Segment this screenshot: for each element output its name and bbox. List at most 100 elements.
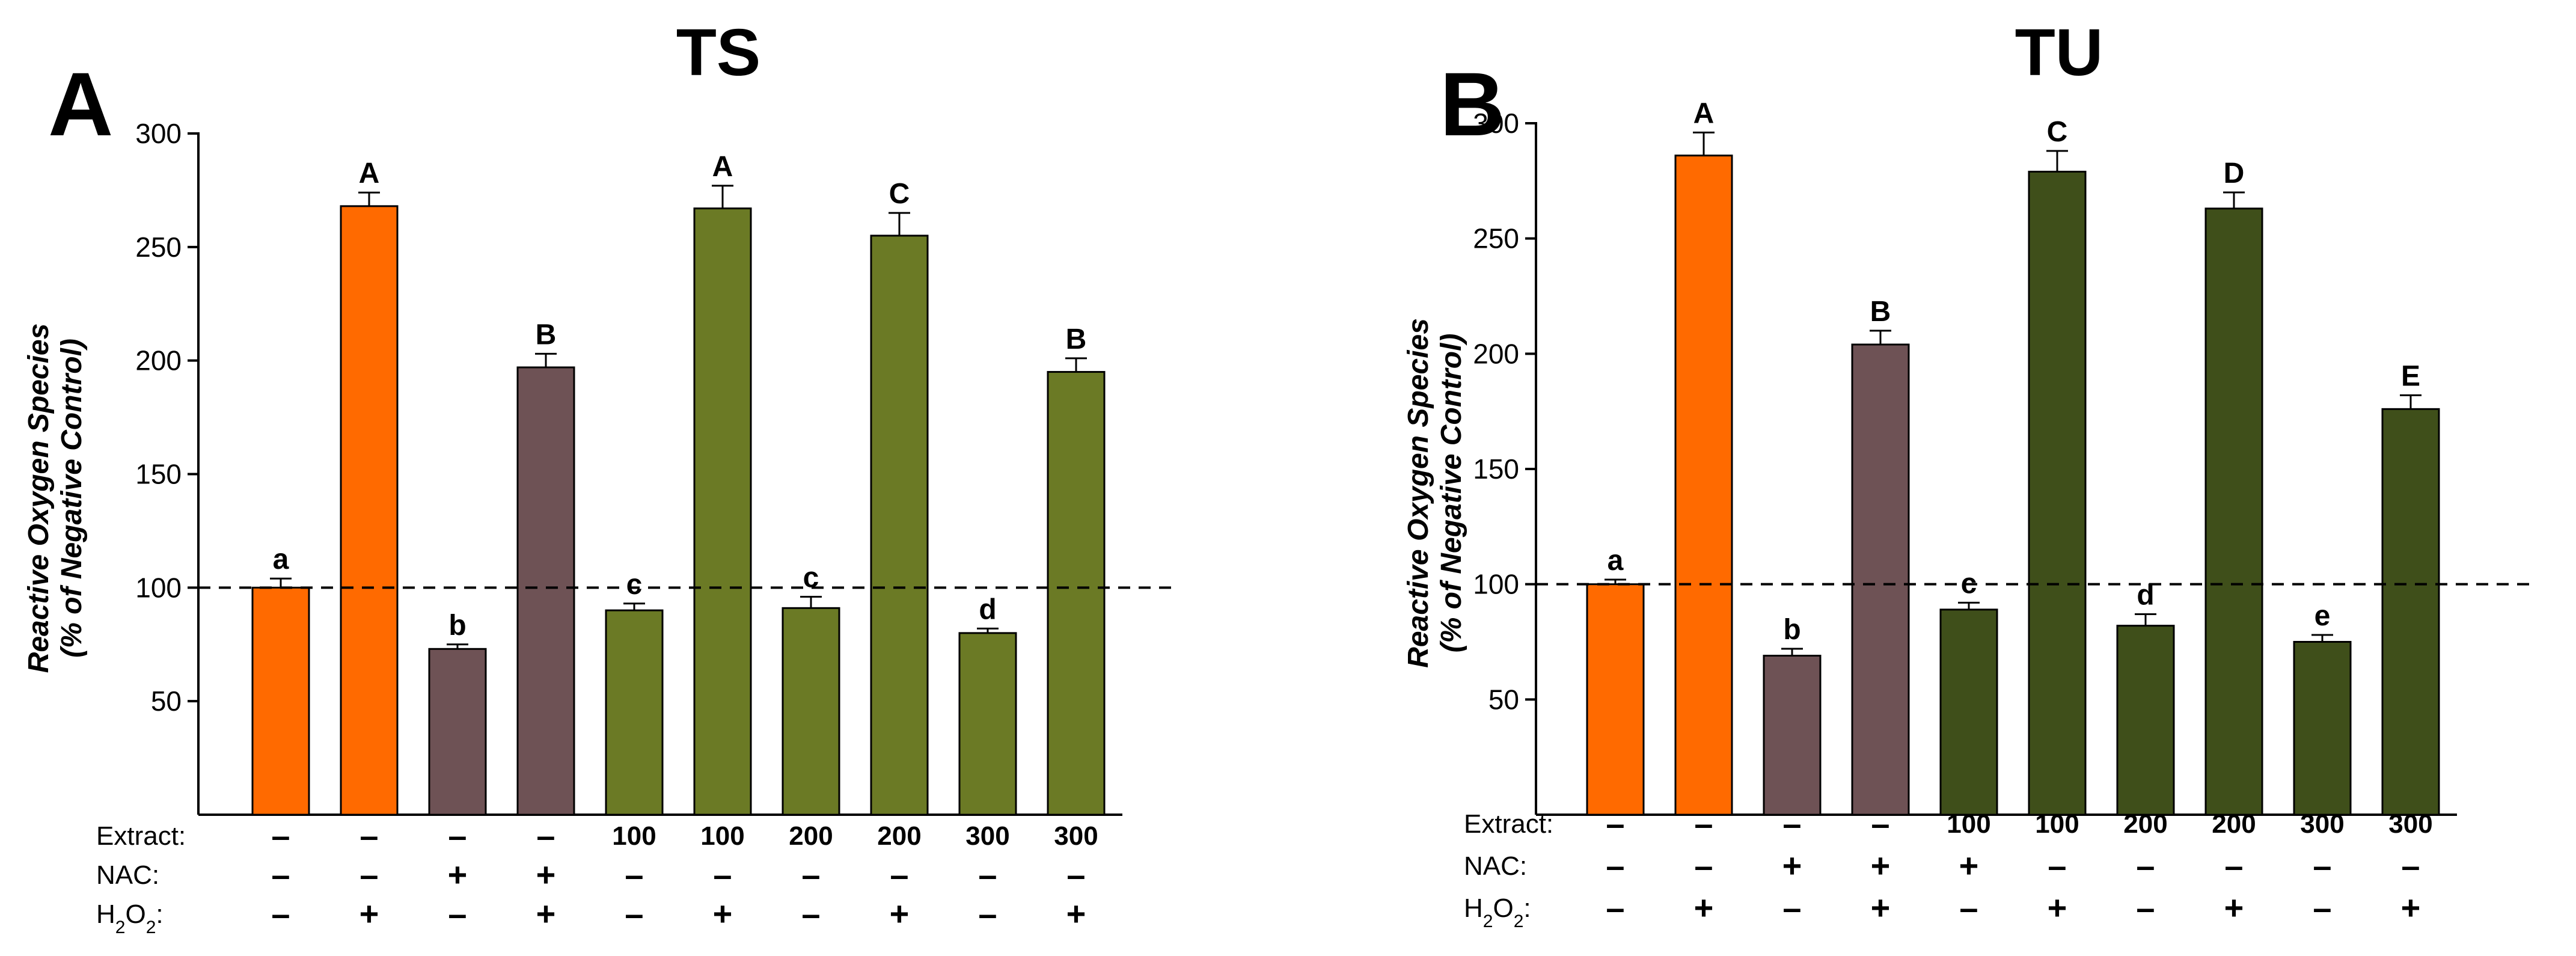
- bar: [693, 207, 752, 816]
- condition-cell: –: [713, 856, 732, 893]
- condition-cell: –: [801, 895, 820, 933]
- y-axis-label-line2: (% of Negative Control): [56, 339, 88, 658]
- condition-cell: –: [1694, 804, 1713, 842]
- y-tick-label: 50: [1488, 684, 1519, 715]
- y-axis-label-line1: Reactive Oxygen Species: [1403, 318, 1434, 668]
- condition-cell: –: [890, 856, 908, 893]
- significance-label: B: [1066, 323, 1087, 355]
- condition-cell: +: [359, 895, 379, 933]
- condition-cell: +: [890, 895, 910, 933]
- panel-letter: B: [1440, 54, 1505, 155]
- condition-cell: –: [1782, 804, 1801, 842]
- bar: [1763, 655, 1822, 816]
- panel-letter: A: [48, 54, 113, 155]
- condition-cell: –: [2136, 889, 2155, 927]
- y-tick-label: 250: [135, 231, 182, 263]
- significance-label: A: [1693, 97, 1715, 129]
- condition-cell: +: [2401, 889, 2421, 927]
- condition-cell: +: [1694, 889, 1714, 927]
- condition-cell: 100: [1947, 809, 1990, 839]
- y-tick-label: 250: [1473, 223, 1519, 254]
- condition-cell: –: [625, 895, 643, 933]
- y-tick-label: 150: [1473, 453, 1519, 485]
- significance-label: c: [626, 569, 643, 601]
- condition-cell: –: [1782, 889, 1801, 927]
- bar: [340, 205, 399, 816]
- condition-cell: –: [359, 856, 378, 893]
- significance-label: C: [2047, 116, 2068, 148]
- condition-row-label: NAC:: [1464, 851, 1527, 881]
- condition-cell: –: [801, 856, 820, 893]
- condition-cell: –: [271, 817, 290, 854]
- bar: [870, 234, 929, 816]
- significance-label: B: [536, 319, 557, 351]
- bar: [1674, 155, 1733, 816]
- y-tick-label: 300: [135, 118, 182, 149]
- y-tick-label: 200: [135, 345, 182, 376]
- condition-cell: +: [1782, 847, 1802, 884]
- condition-cell: –: [359, 817, 378, 854]
- bar: [2204, 207, 2263, 816]
- condition-cell: –: [1606, 847, 1624, 884]
- condition-cell: –: [1694, 847, 1713, 884]
- condition-row-label: H2O2:: [96, 899, 164, 937]
- condition-row-label: Extract:: [96, 821, 186, 851]
- condition-cell: –: [1959, 889, 1978, 927]
- significance-label: c: [803, 562, 819, 593]
- condition-cell: 100: [700, 821, 744, 851]
- significance-label: A: [359, 158, 380, 189]
- condition-cell: 200: [789, 821, 833, 851]
- condition-cell: 100: [612, 821, 656, 851]
- panel-b: B TU Reactive Oxygen Species (% of Negative…: [1403, 16, 2531, 931]
- significance-label: e: [2314, 600, 2331, 632]
- condition-cell: 300: [965, 821, 1009, 851]
- condition-row-label: Extract:: [1464, 809, 1553, 839]
- bar: [782, 607, 840, 816]
- condition-cell: –: [2313, 889, 2331, 927]
- condition-cell: +: [1871, 847, 1891, 884]
- condition-cell: –: [2313, 847, 2331, 884]
- bar: [2028, 171, 2087, 816]
- chart-title: TU: [2015, 16, 2103, 90]
- condition-cell: –: [1871, 804, 1889, 842]
- significance-label: a: [273, 544, 289, 575]
- significance-label: d: [979, 593, 996, 625]
- condition-cell: –: [448, 895, 467, 933]
- significance-label: C: [889, 178, 910, 210]
- condition-cell: –: [2136, 847, 2155, 884]
- condition-cell: –: [978, 856, 997, 893]
- condition-cell: +: [536, 856, 556, 893]
- bar: [1047, 371, 1106, 816]
- condition-cell: 200: [2212, 809, 2256, 839]
- significance-label: b: [448, 610, 466, 642]
- bar: [1851, 343, 1910, 816]
- panel-a: A TS Reactive Oxygen Species (% of Negative…: [23, 16, 1178, 937]
- y-tick-label: 300: [1473, 108, 1519, 139]
- significance-label: D: [2224, 158, 2245, 189]
- condition-cell: –: [271, 895, 290, 933]
- condition-cell: –: [2048, 847, 2066, 884]
- condition-cell: 200: [877, 821, 921, 851]
- y-tick-label: 150: [135, 459, 182, 490]
- bar: [2293, 641, 2352, 816]
- bar: [2116, 625, 2175, 816]
- bar: [2381, 408, 2440, 816]
- bar: [251, 586, 310, 816]
- chart-title: TS: [676, 16, 761, 90]
- significance-label: b: [1783, 614, 1800, 646]
- condition-cell: –: [1606, 804, 1624, 842]
- bar: [428, 648, 487, 816]
- condition-cell: 200: [2123, 809, 2167, 839]
- condition-cell: –: [2224, 847, 2243, 884]
- condition-cell: +: [1959, 847, 1979, 884]
- y-axis-label-line1: Reactive Oxygen Species: [23, 323, 55, 673]
- y-tick-label: 50: [151, 685, 182, 717]
- condition-cell: –: [1606, 889, 1624, 927]
- condition-cell: –: [2401, 847, 2420, 884]
- condition-cell: 300: [2388, 809, 2432, 839]
- condition-cell: 300: [1054, 821, 1098, 851]
- condition-cell: +: [1066, 895, 1086, 933]
- condition-cell: +: [1871, 889, 1891, 927]
- condition-cell: +: [448, 856, 468, 893]
